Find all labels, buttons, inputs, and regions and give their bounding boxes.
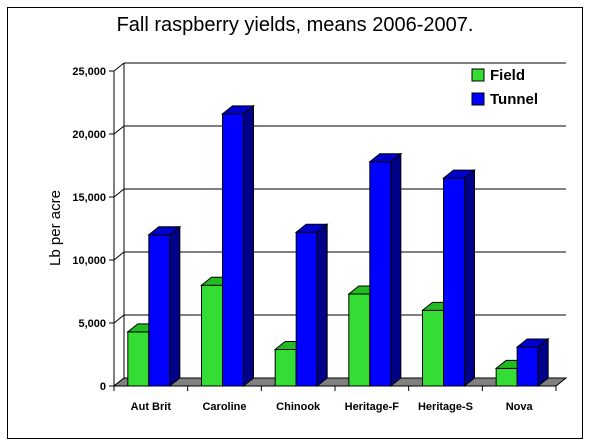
bar-side-tunnel [243,104,254,388]
x-tick-label: Chinook [276,401,321,413]
chart-title: Fall raspberry yields, means 2006-2007. [116,14,474,36]
bars [126,104,550,388]
bar-side-tunnel [169,225,181,388]
legend-swatch-field [471,68,485,82]
bar-tunnel [369,161,392,387]
y-tick-label: 0 [100,381,106,393]
bar-tunnel [222,113,244,387]
gridline-depth [113,251,125,261]
bar-tunnel [295,231,318,387]
y-tick-label: 20,000 [72,129,106,141]
legend-label-field: Field [490,67,525,84]
bar-side-tunnel [464,169,475,388]
x-tick-label: Heritage-S [418,401,473,413]
bar-side-tunnel [390,152,402,388]
x-tick-label: Heritage-F [345,401,400,413]
gridline-depth [113,125,125,135]
y-tick-label: 5,000 [78,318,106,330]
bar-side-tunnel [316,223,328,388]
bar-field [422,309,444,387]
bar-field [495,367,518,387]
legend: Field Tunnel [471,67,538,108]
x-tick-label: Caroline [202,401,246,413]
axes [109,63,557,391]
gridline-depth [113,188,125,198]
legend-label-tunnel: Tunnel [490,91,538,108]
y-tick-label: 15,000 [72,192,106,204]
legend-swatch-tunnel [471,92,485,106]
bar-field [201,284,223,387]
gridlines [113,62,566,387]
bar-field [348,293,371,387]
bar-tunnel [148,234,171,387]
y-axis-title: Lb per acre [47,190,64,266]
y-tick-label: 25,000 [72,66,106,78]
y-tick-label: 10,000 [72,255,106,267]
bar-side-tunnel [537,337,549,388]
x-tick-label: Nova [506,401,534,413]
gridline-depth [113,62,125,72]
bar-field [127,331,150,387]
tick-labels: 0 5,000 10,000 15,000 20,000 25,000 Aut Brit Ca… [72,66,533,413]
gridline-depth [113,314,125,324]
bar-tunnel [516,346,539,387]
x-tick-label: Aut Brit [131,401,172,413]
bar-field [274,348,297,387]
bar-tunnel [443,177,465,387]
